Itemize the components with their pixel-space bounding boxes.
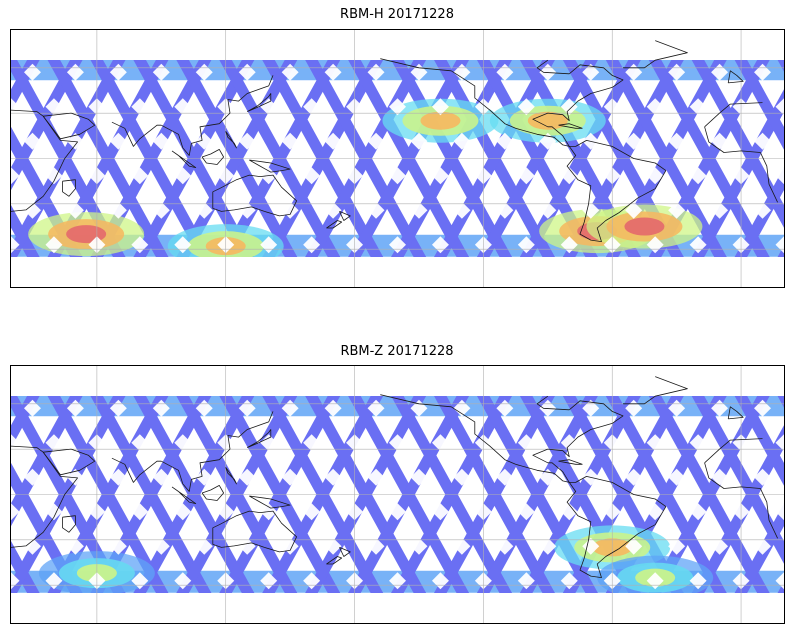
hot-zone	[586, 204, 703, 249]
map-top	[10, 29, 785, 288]
panel-title-top: RBM-H 20171228	[340, 7, 454, 22]
map-canvas-top	[11, 30, 784, 287]
swath-layer	[11, 396, 784, 593]
coastlines	[11, 376, 778, 579]
map-bottom	[10, 365, 785, 624]
swath-layer	[11, 60, 784, 257]
coastlines	[11, 40, 778, 243]
graticule	[11, 30, 784, 287]
panel-title-bottom: RBM-Z 20171228	[340, 344, 454, 359]
hot-zone	[382, 98, 499, 143]
graticule	[11, 366, 784, 623]
map-canvas-bottom	[11, 366, 784, 623]
